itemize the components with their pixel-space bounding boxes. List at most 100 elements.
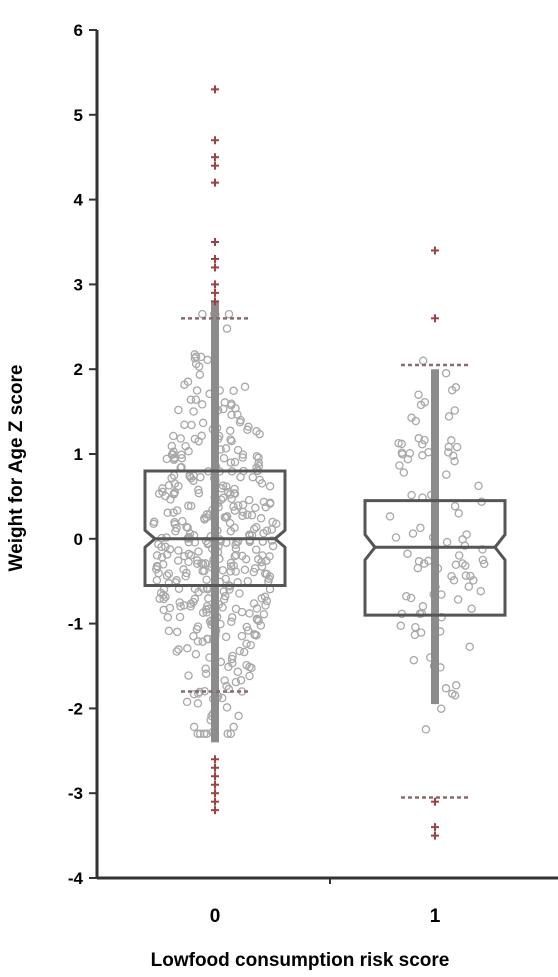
data-point [450, 406, 460, 415]
data-point [420, 435, 429, 445]
data-point [245, 609, 254, 618]
outlier-marker [211, 288, 219, 297]
boxes [143, 301, 507, 799]
data-point [231, 567, 240, 576]
data-point [193, 729, 202, 739]
data-point [403, 549, 412, 559]
data-point [238, 450, 248, 459]
data-point [189, 690, 199, 699]
data-point [229, 722, 238, 732]
data-point [454, 551, 464, 560]
data-point [163, 613, 173, 622]
outlier-marker [211, 755, 219, 764]
data-point [254, 458, 263, 468]
y-tick-label: 4 [74, 191, 84, 210]
data-point [233, 667, 243, 677]
data-point [178, 516, 187, 526]
outlier-marker [431, 246, 439, 255]
data-point [416, 523, 425, 533]
data-point [447, 385, 457, 395]
data-point [248, 472, 258, 482]
data-point [220, 676, 229, 685]
data-point [189, 597, 198, 607]
data-point [419, 559, 429, 568]
data-point [186, 395, 196, 404]
data-point [252, 427, 261, 436]
data-point [194, 547, 203, 556]
data-point [189, 407, 198, 416]
data-point [449, 451, 458, 460]
y-tick-label: 3 [74, 275, 83, 294]
data-point [234, 711, 243, 721]
data-point [186, 501, 196, 511]
data-point [170, 488, 180, 497]
data-point [418, 602, 428, 611]
data-point [235, 646, 244, 656]
data-point [226, 435, 235, 444]
data-point [174, 546, 183, 555]
data-point [221, 632, 231, 642]
data-point [442, 537, 452, 547]
data-point [193, 559, 202, 568]
data-point [226, 526, 236, 536]
data-point [189, 722, 199, 732]
data-point [237, 631, 247, 641]
outlier-marker [211, 161, 219, 170]
data-point [262, 596, 272, 606]
data-point [180, 551, 189, 561]
data-point [220, 591, 230, 601]
data-point [243, 576, 253, 586]
data-point [397, 448, 407, 457]
data-point [195, 370, 205, 379]
data-point [454, 509, 463, 518]
data-point [267, 525, 277, 534]
data-point [245, 662, 254, 672]
y-tick-label: 6 [74, 21, 83, 40]
data-point [221, 513, 231, 523]
data-point [190, 434, 200, 444]
data-point [169, 431, 178, 441]
box [363, 499, 507, 617]
data-point [170, 479, 180, 488]
data-point [414, 557, 424, 566]
data-point [227, 617, 236, 627]
data-point [238, 511, 247, 521]
data-point [191, 395, 201, 404]
data-point [164, 481, 174, 490]
data-point [451, 560, 461, 570]
data-point [197, 558, 206, 568]
data-point [197, 400, 207, 409]
data-point [230, 506, 240, 515]
axes: -4 -3 -2 -1 0 1 2 3 4 5 6 0 1 [68, 21, 558, 927]
data-point [261, 601, 270, 610]
data-point [462, 530, 471, 539]
data-point [203, 355, 212, 365]
data-point [224, 662, 233, 672]
data-point [202, 601, 212, 611]
outlier-marker [211, 280, 219, 289]
y-tick-label: -1 [68, 615, 83, 634]
data-point [268, 541, 278, 551]
data-point [256, 621, 266, 630]
data-point [198, 566, 207, 576]
data-point [252, 522, 261, 532]
data-point [193, 699, 203, 708]
data-point [265, 499, 275, 508]
data-point [162, 454, 172, 464]
data-point [228, 651, 237, 661]
data-point [245, 536, 255, 545]
data-point [220, 398, 230, 407]
data-point [198, 608, 208, 617]
data-point [219, 453, 229, 463]
data-point [406, 593, 416, 603]
data-point [260, 569, 270, 578]
data-point [182, 697, 192, 707]
outlier-marker [211, 797, 219, 806]
data-point [201, 669, 211, 678]
data-point [226, 558, 236, 568]
y-axis-label: Weight for Age Z score [6, 365, 27, 572]
data-point [222, 482, 231, 491]
data-point [421, 725, 431, 734]
data-point [175, 612, 185, 622]
